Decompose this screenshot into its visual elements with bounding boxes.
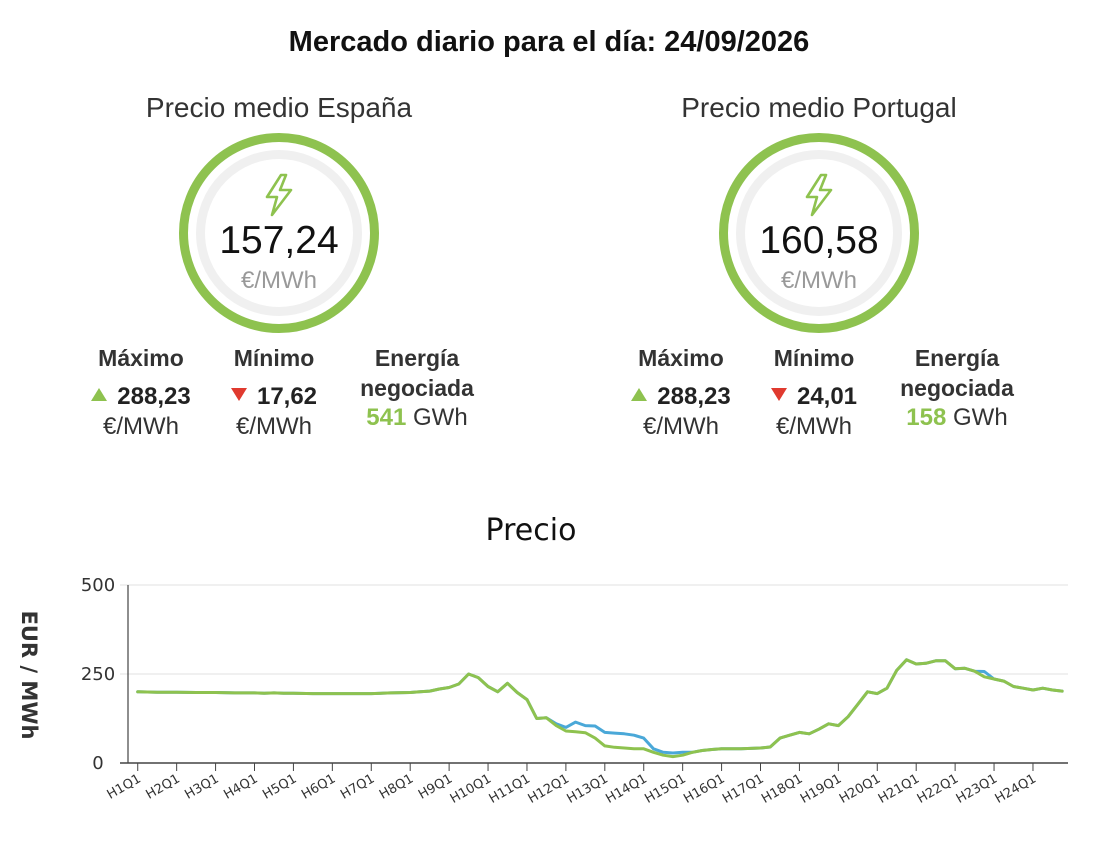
y-tick-label: 500 — [81, 575, 115, 596]
spain-price-gauge: 157,24 €/MWh — [179, 133, 379, 333]
portugal-min-stat: Mínimo 24,01 €/MWh — [749, 343, 879, 442]
energy-value-line: 158 GWh — [882, 403, 1032, 433]
min-label: Mínimo — [233, 345, 315, 371]
portugal-price-panel: Precio medio Portugal 160,58 €/MWh Máxim… — [589, 88, 1049, 458]
x-tick-label: H4Q1 — [221, 771, 260, 802]
portugal-average-price: 160,58 — [759, 219, 879, 262]
x-tick-label: H14Q1 — [603, 771, 649, 806]
x-tick-labels: H1Q1 H2Q1 H3Q1 H4Q1 H5Q1 H6Q1 H7Q1 H8Q1 H9Q1H10Q… — [105, 763, 1039, 807]
page-title: Mercado diario para el día: 24/09/2026 — [288, 26, 810, 58]
x-tick-label: H18Q1 — [759, 771, 805, 806]
lightning-bolt-icon — [265, 173, 293, 217]
min-value-line: 17,62 — [209, 382, 339, 412]
x-tick-label: H22Q1 — [915, 771, 961, 806]
spain-min-stat: Mínimo 17,62 €/MWh — [209, 343, 339, 442]
triangle-up-icon — [631, 388, 648, 401]
portugal-price-gauge: 160,58 €/MWh — [719, 133, 919, 333]
max-unit: €/MWh — [642, 413, 719, 440]
y-tick-label: 0 — [92, 753, 103, 774]
spain-energy-stat: Energía negociada 541 GWh — [342, 343, 492, 433]
x-tick-label: H17Q1 — [720, 771, 766, 806]
energy-label-1: Energía — [914, 345, 1000, 371]
max-value-line: 288,23 — [76, 382, 206, 412]
gauge-inner-ring: 160,58 €/MWh — [736, 150, 902, 316]
energy-label-2: negociada — [360, 375, 474, 401]
x-tick-label: H12Q1 — [526, 771, 572, 806]
x-tick-label: H5Q1 — [260, 771, 299, 802]
max-value-line: 288,23 — [616, 382, 746, 412]
spain-energy-value: 541 — [366, 404, 407, 431]
energy-value-line: 541 GWh — [342, 403, 492, 433]
triangle-down-icon — [770, 388, 787, 401]
x-tick-label: H10Q1 — [448, 771, 494, 806]
portugal-max-stat: Máximo 288,23 €/MWh — [616, 343, 746, 442]
y-tick-label: 250 — [81, 664, 115, 685]
chart-gridlines — [120, 584, 1068, 764]
x-tick-label: H13Q1 — [564, 771, 610, 806]
x-tick-label: H15Q1 — [642, 771, 688, 806]
spain-price-unit: €/MWh — [240, 267, 317, 294]
x-tick-label: H19Q1 — [798, 771, 844, 806]
triangle-up-icon — [91, 388, 108, 401]
max-unit: €/MWh — [102, 413, 179, 440]
x-tick-label: H6Q1 — [299, 771, 338, 802]
spain-min-value: 17,62 — [256, 383, 318, 410]
x-tick-label: H11Q1 — [487, 771, 533, 806]
x-tick-label: H20Q1 — [837, 771, 883, 806]
x-tick-label: H16Q1 — [681, 771, 727, 806]
x-tick-label: H7Q1 — [338, 771, 377, 802]
energy-label-2: negociada — [900, 375, 1014, 401]
chart-series — [136, 658, 1064, 759]
series-line-2 — [136, 658, 1064, 759]
spain-energy-unit: GWh — [413, 404, 468, 431]
portugal-heading: Precio medio Portugal — [681, 92, 957, 123]
lightning-bolt-icon — [805, 173, 833, 217]
min-unit: €/MWh — [775, 413, 852, 440]
spain-average-price: 157,24 — [219, 219, 339, 262]
x-tick-label: H3Q1 — [182, 771, 221, 802]
max-label: Máximo — [98, 345, 184, 371]
spain-heading: Precio medio España — [145, 92, 413, 123]
x-tick-label: H1Q1 — [105, 771, 144, 802]
spain-max-stat: Máximo 288,23 €/MWh — [76, 343, 206, 442]
portugal-energy-stat: Energía negociada 158 GWh — [882, 343, 1032, 433]
spain-max-value: 288,23 — [117, 383, 191, 410]
chart-title: Precio — [486, 513, 577, 548]
x-tick-label: H2Q1 — [143, 771, 182, 802]
x-tick-label: H8Q1 — [377, 771, 416, 802]
spain-price-panel: Precio medio España 157,24 €/MWh Máximo … — [49, 88, 509, 458]
triangle-down-icon — [230, 388, 247, 401]
portugal-price-unit: €/MWh — [780, 267, 857, 294]
portugal-energy-unit: GWh — [953, 404, 1008, 431]
min-unit: €/MWh — [235, 413, 312, 440]
x-tick-label: H21Q1 — [876, 771, 922, 806]
energy-label-1: Energía — [374, 345, 460, 371]
x-tick-label: H24Q1 — [993, 771, 1039, 806]
min-label: Mínimo — [773, 345, 855, 371]
y-axis-title: EUR / MWh — [17, 611, 41, 740]
x-tick-label: H23Q1 — [954, 771, 1000, 806]
portugal-min-value: 24,01 — [796, 383, 858, 410]
y-tick-labels: 0 250 500 — [81, 575, 115, 774]
price-line-chart: Precio EUR / MWh 0 250 500 H1Q1 H2Q1 H3Q1 H4Q… — [17, 513, 1068, 807]
max-label: Máximo — [638, 345, 724, 371]
min-value-line: 24,01 — [749, 382, 879, 412]
portugal-energy-value: 158 — [906, 404, 947, 431]
portugal-max-value: 288,23 — [657, 383, 731, 410]
gauge-inner-ring: 157,24 €/MWh — [196, 150, 362, 316]
